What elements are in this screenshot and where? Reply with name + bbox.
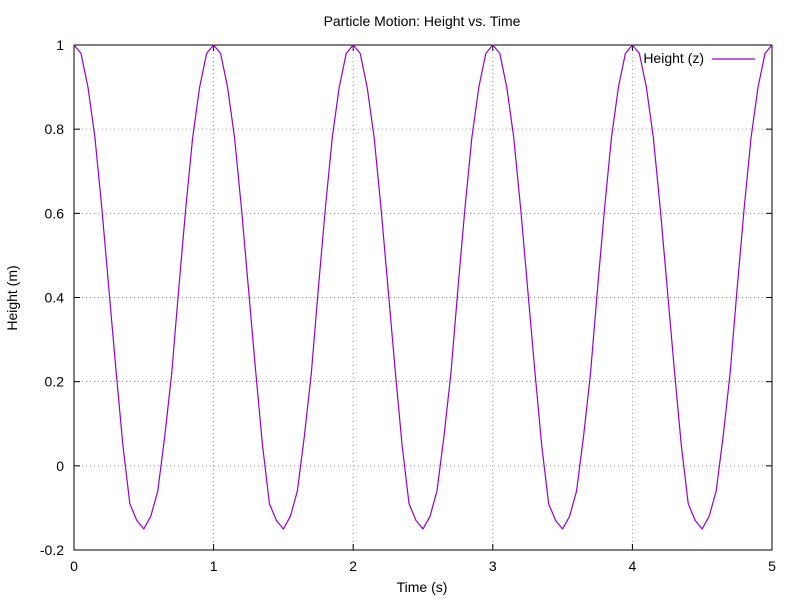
legend: Height (z): [643, 50, 755, 66]
y-tick-label: 1: [56, 37, 64, 53]
y-tick-label: 0.6: [45, 205, 65, 221]
y-tick-label: -0.2: [40, 542, 64, 558]
grid-layer: [74, 45, 772, 550]
x-axis-label: Time (s): [397, 579, 448, 595]
axis-layer: 0 1 2 3 4 5 -0.2 0 0.2 0.4 0.6 0.8 1: [40, 37, 776, 574]
y-tick-label: 0.8: [45, 121, 65, 137]
legend-label: Height (z): [643, 50, 704, 66]
y-tick-label: 0.4: [45, 290, 65, 306]
y-tick-label: 0.2: [45, 374, 65, 390]
chart-title: Particle Motion: Height vs. Time: [324, 13, 521, 29]
y-tick-label: 0: [56, 458, 64, 474]
series-line: [73, 44, 773, 530]
x-tick-label: 2: [349, 558, 357, 574]
x-tick-label: 1: [210, 558, 218, 574]
x-tick-label: 5: [768, 558, 776, 574]
y-axis-label: Height (m): [4, 265, 20, 330]
x-tick-label: 4: [629, 558, 637, 574]
x-tick-label: 0: [70, 558, 78, 574]
series-layer: [73, 44, 773, 530]
x-tick-label: 3: [489, 558, 497, 574]
plot-frame: [73, 44, 773, 551]
